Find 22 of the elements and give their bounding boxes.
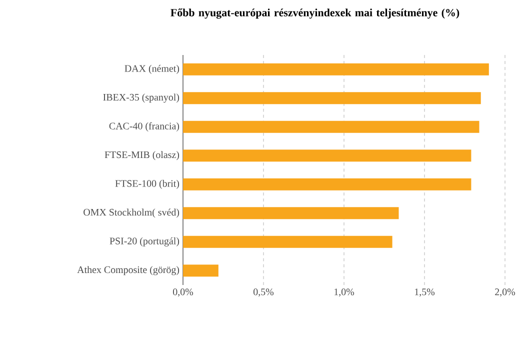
x-tick-label: 1,5% [415,288,435,297]
bar [183,207,399,220]
bar [183,264,218,277]
y-tick-label: Athex Composite (görög) [77,266,180,276]
y-tick-label: DAX (német) [124,64,180,74]
bar [183,92,481,104]
y-tick-label: CAC-40 (francia) [109,122,180,132]
y-tick-label: IBEX-35 (spanyol) [103,94,180,103]
y-tick-label: OMX Stockholm( svéd) [84,208,180,218]
x-tick-label: 0,5% [254,288,274,297]
chart-title: Főbb nyugat-európai részvényindexek mai teljesítménye (%) [170,8,460,19]
y-tick-label: FTSE-MIB (olasz) [104,151,180,160]
x-tick-label: 0,0% [173,288,194,297]
y-tick-label: PSI-20 (portugál) [110,237,180,246]
bar [183,150,472,162]
y-tick-label: FTSE-100 (brit) [115,180,180,189]
bar [183,63,489,76]
x-tick-label: 2,0% [495,288,516,297]
bar [183,120,480,133]
bar [183,178,472,190]
bar [183,236,392,248]
x-tick-label: 1,0% [334,288,354,297]
